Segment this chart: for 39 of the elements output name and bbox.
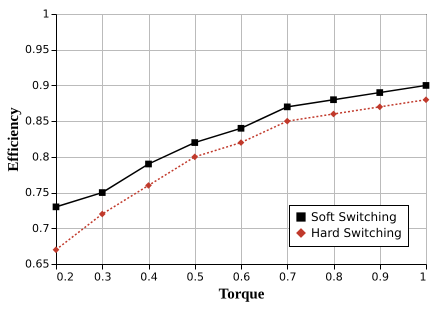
point [98,210,106,218]
point [284,104,291,110]
point [52,246,60,254]
point [284,118,291,124]
point [191,154,198,160]
point [376,89,384,96]
x-tick-label: 0.6 [232,270,250,284]
point [422,82,430,89]
point [330,110,337,118]
y-axis-title: Efficiency [6,106,22,172]
point [98,189,106,196]
x-tick-label: 0.5 [186,270,204,284]
legend-label: Soft Switching [311,210,397,224]
point [330,96,337,104]
y-tick-label: 0.9 [32,78,50,92]
point [145,160,152,168]
x-tick-label: 0.2 [56,270,74,284]
y-tick-label: 0.8 [32,150,50,164]
point [376,104,384,110]
legend-label: Hard Switching [311,226,402,240]
point [191,139,198,146]
x-tick-label: 0.9 [372,270,389,284]
point [238,124,244,132]
x-axis-title: Torque [218,286,265,302]
y-tick-label: 0.85 [25,114,50,128]
y-tick-label: 0.95 [25,43,50,56]
point [145,182,152,189]
x-tick-label: 0.4 [140,270,158,284]
y-tick-label: 0.75 [25,186,50,200]
x-tick-label: 0.7 [279,270,296,284]
point [238,139,244,146]
y-tick-label: 1 [42,8,50,20]
y-tick-label: 0.7 [32,222,50,235]
point [422,96,430,104]
x-tick-label: 0.3 [94,270,112,284]
x-tick-label: 1 [420,270,426,284]
x-tick-label: 0.8 [325,270,343,284]
y-tick-label: 0.65 [25,258,50,270]
point [52,204,60,210]
